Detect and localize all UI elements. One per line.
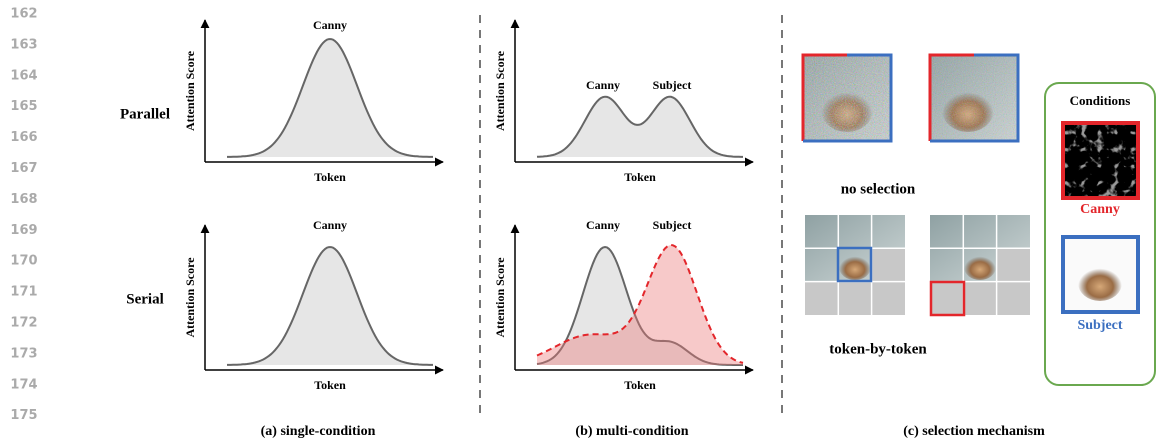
gray-curve xyxy=(536,95,743,158)
noisy-image xyxy=(928,53,1020,143)
line-number: 168 xyxy=(10,192,37,207)
masked-tokens xyxy=(805,281,905,315)
peak-label: Canny xyxy=(313,18,347,32)
x-axis-label: Token xyxy=(624,170,656,184)
masked-token xyxy=(997,248,1030,281)
gray-area xyxy=(227,39,433,157)
line-number: 165 xyxy=(10,99,37,114)
peak-label: Canny xyxy=(586,218,620,232)
peak-label: Canny xyxy=(586,78,620,92)
line-number: 163 xyxy=(10,37,37,52)
x-axis-label: Token xyxy=(314,378,346,392)
line-number: 173 xyxy=(10,346,37,361)
caption: (a) single-condition xyxy=(261,424,376,439)
peak-label: Subject xyxy=(653,218,692,232)
gray-curve xyxy=(227,38,433,158)
label: no selection xyxy=(841,181,916,197)
subject-label: Subject xyxy=(1077,318,1122,333)
row-label: Parallel xyxy=(120,106,170,122)
conditions-title: Conditions xyxy=(1070,93,1131,108)
caption: (b) multi-condition xyxy=(575,424,688,439)
line-number: 164 xyxy=(10,68,37,83)
x-axis-label: Token xyxy=(624,378,656,392)
gray-curve xyxy=(227,246,433,366)
line-number: 175 xyxy=(10,408,37,423)
hamster xyxy=(964,254,996,280)
row-label: Serial xyxy=(126,291,164,307)
peak-label: Subject xyxy=(653,78,692,92)
canny-edges xyxy=(1063,123,1138,198)
selected-token xyxy=(929,280,966,317)
canny-border xyxy=(1061,121,1140,200)
line-number: 167 xyxy=(10,161,37,176)
masked-token xyxy=(872,248,905,281)
y-axis-label: Attention Score xyxy=(183,257,197,338)
label: token-by-token xyxy=(829,341,927,357)
noisy-image xyxy=(801,53,893,143)
line-number: 169 xyxy=(10,223,37,238)
line-number: 162 xyxy=(10,7,37,22)
y-axis-label: Attention Score xyxy=(493,50,507,131)
x-axis-label: Token xyxy=(314,170,346,184)
red-curve xyxy=(536,243,744,364)
line-number: 174 xyxy=(10,377,37,392)
subject-border xyxy=(1061,235,1140,314)
hamster xyxy=(1078,265,1122,301)
conditions-box xyxy=(1044,82,1156,386)
caption: (c) selection mechanism xyxy=(903,424,1045,439)
y-axis-label: Attention Score xyxy=(493,257,507,338)
gray-area xyxy=(537,96,743,157)
peak-label: Canny xyxy=(313,218,347,232)
red-area xyxy=(537,245,743,365)
gray-curve xyxy=(536,245,743,366)
masked-tokens xyxy=(930,281,1030,315)
selected-token xyxy=(836,246,873,283)
line-number: 166 xyxy=(10,130,37,145)
gray-area xyxy=(227,247,433,365)
line-number: 172 xyxy=(10,316,37,331)
y-axis-label: Attention Score xyxy=(183,50,197,131)
hamster xyxy=(839,254,871,280)
canny-label: Canny xyxy=(1080,202,1120,217)
line-number: 170 xyxy=(10,254,37,269)
line-number: 171 xyxy=(10,285,37,300)
